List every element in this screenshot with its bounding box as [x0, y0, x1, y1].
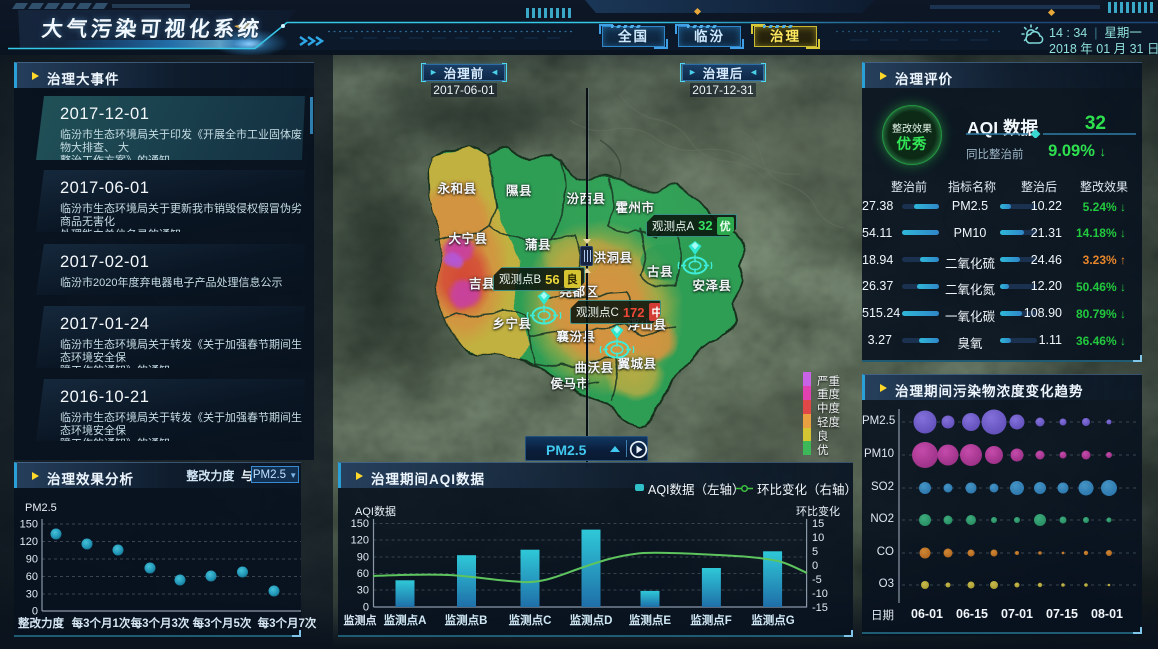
svg-text:60: 60 [357, 568, 369, 580]
svg-text:5: 5 [812, 546, 818, 558]
svg-text:30: 30 [357, 585, 369, 597]
svg-text:10: 10 [812, 532, 824, 544]
svg-text:150: 150 [20, 519, 38, 531]
svg-text:-5: -5 [812, 574, 822, 586]
svg-text:30: 30 [26, 589, 38, 601]
svg-text:60: 60 [26, 571, 38, 583]
svg-text:0: 0 [32, 606, 38, 618]
svg-text:-15: -15 [812, 602, 828, 614]
svg-text:0: 0 [812, 560, 818, 572]
svg-text:90: 90 [26, 554, 38, 566]
svg-text:0: 0 [363, 602, 369, 614]
svg-text:90: 90 [357, 552, 369, 564]
svg-text:120: 120 [20, 536, 38, 548]
svg-text:-10: -10 [812, 588, 828, 600]
svg-text:150: 150 [351, 518, 369, 530]
svg-text:15: 15 [812, 518, 824, 530]
svg-text:120: 120 [351, 535, 369, 547]
